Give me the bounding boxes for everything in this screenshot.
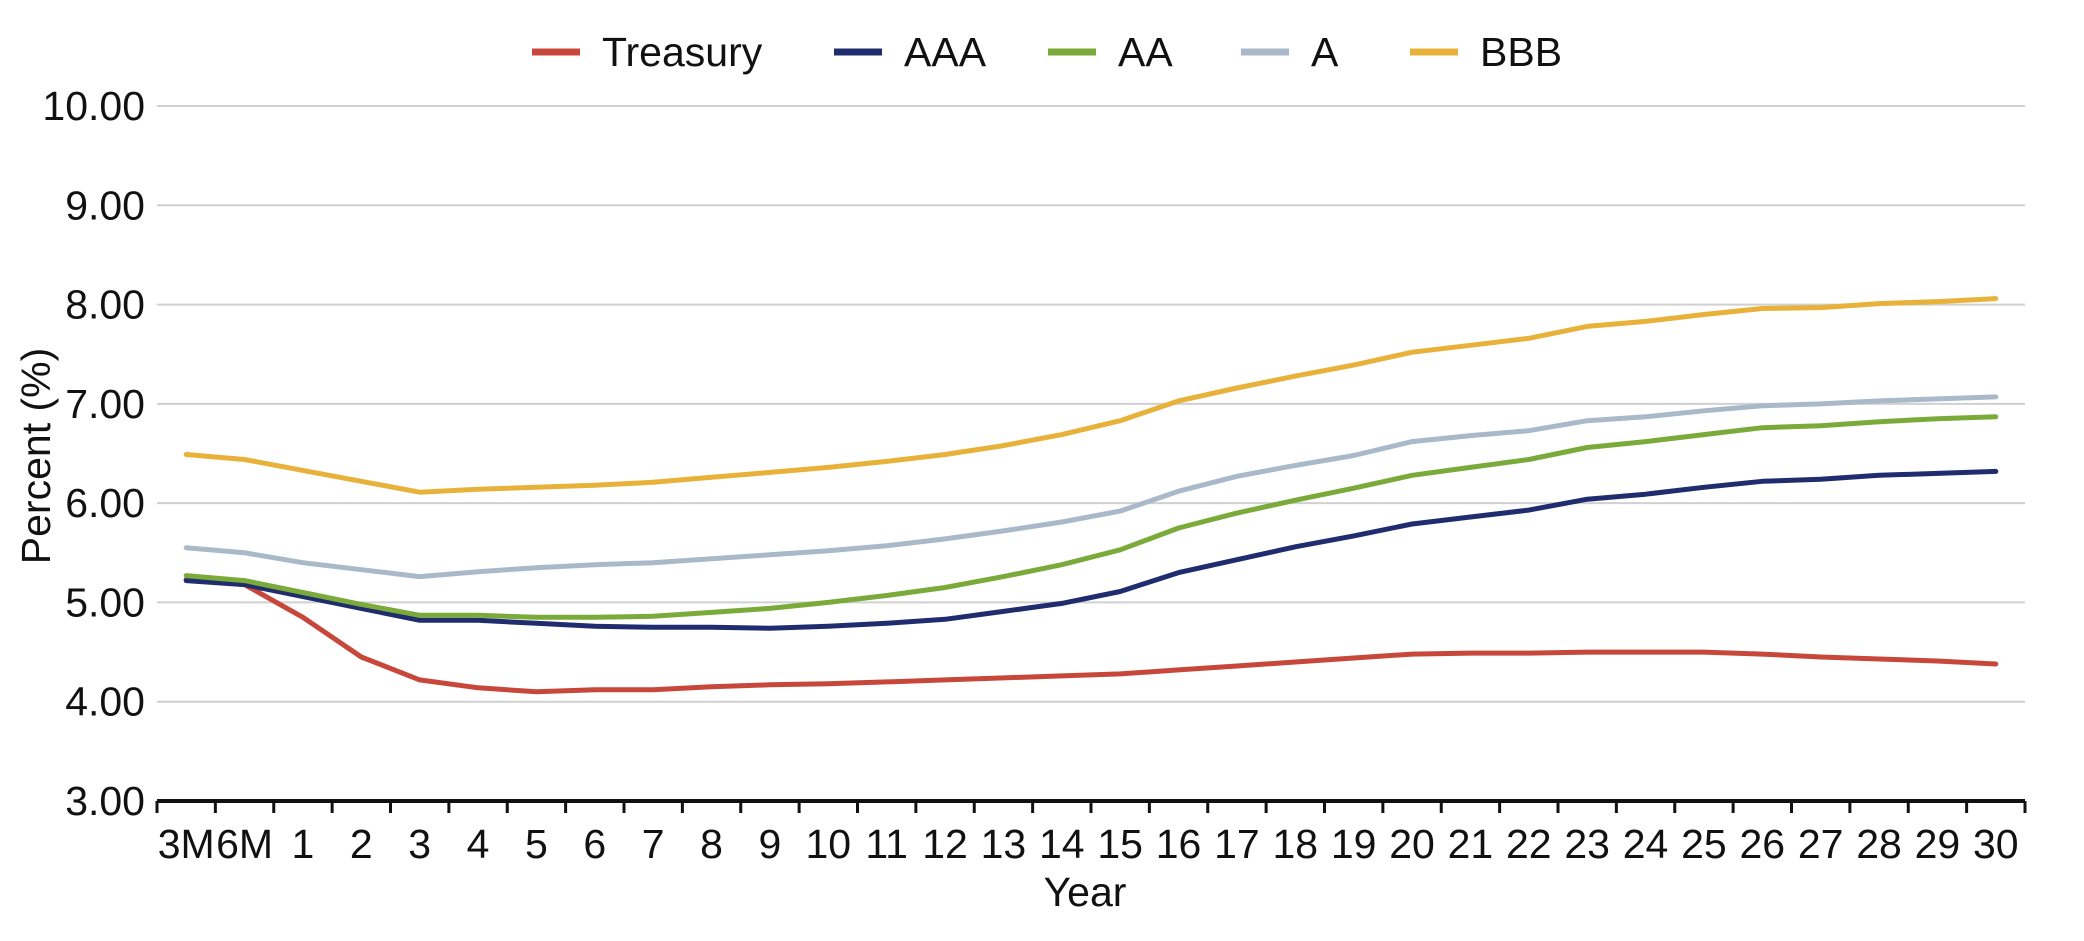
- x-tick-label: 27: [1798, 821, 1844, 867]
- y-tick-label: 5.00: [65, 579, 145, 625]
- x-tick-label: 4: [467, 821, 490, 867]
- x-tick-label: 14: [1039, 821, 1085, 867]
- series-line-treasury: [183, 577, 1999, 695]
- x-tick-label: 28: [1856, 821, 1902, 867]
- x-tick-label: 18: [1273, 821, 1319, 867]
- x-tick-label: 23: [1564, 821, 1610, 867]
- x-tick-label: 19: [1331, 821, 1377, 867]
- x-tick-label: 12: [922, 821, 968, 867]
- x-tick-label: 2: [350, 821, 373, 867]
- x-tick-label: 3M: [158, 821, 215, 867]
- legend: Treasury AAA AA A BBB: [532, 29, 1562, 75]
- x-tick-label: 25: [1681, 821, 1727, 867]
- x-tick-label: 11: [865, 821, 908, 867]
- x-tick-label: 29: [1915, 821, 1961, 867]
- legend-label: AAA: [904, 29, 987, 75]
- x-axis: [155, 799, 2027, 813]
- legend-label: A: [1311, 29, 1339, 75]
- y-tick-label: 9.00: [65, 182, 145, 228]
- x-tick-label: 15: [1097, 821, 1143, 867]
- series-line-bbb: [183, 296, 1999, 495]
- x-tick-label: 21: [1448, 821, 1494, 867]
- x-tick-label: 24: [1623, 821, 1669, 867]
- x-tick-label: 10: [806, 821, 852, 867]
- x-tick-label: 17: [1214, 821, 1260, 867]
- x-tick-label: 7: [642, 821, 665, 867]
- x-tick-label: 30: [1973, 821, 2019, 867]
- x-tick-label: 8: [700, 821, 723, 867]
- y-tick-label: 10.00: [42, 83, 145, 129]
- x-tick-label: 6: [583, 821, 606, 867]
- y-axis-title: Percent (%): [13, 348, 59, 564]
- gridlines: [157, 105, 2025, 703]
- y-axis-tick-labels: 3.00 4.00 5.00 6.00 7.00 8.00 9.00 10.00: [42, 83, 145, 824]
- legend-label: Treasury: [602, 29, 763, 75]
- x-tick-label: 1: [292, 821, 315, 867]
- y-tick-label: 8.00: [65, 282, 145, 328]
- y-tick-label: 6.00: [65, 480, 145, 526]
- series-lines: [183, 296, 1999, 695]
- x-tick-label: 20: [1389, 821, 1435, 867]
- x-tick-label: 5: [525, 821, 548, 867]
- legend-label: BBB: [1480, 29, 1562, 75]
- x-axis-title: Year: [1044, 869, 1127, 915]
- x-axis-tick-labels: 3M 6M 1 2 3 4 5 6 7 8 9 10 11 12 13 14 15 16 17 18 19 20 21 22 2…: [158, 821, 2019, 867]
- y-tick-label: 3.00: [65, 778, 145, 824]
- series-line-a: [183, 394, 1999, 580]
- series-line-aaa: [183, 468, 1999, 631]
- legend-label: AA: [1118, 29, 1173, 75]
- y-tick-label: 4.00: [65, 679, 145, 725]
- x-tick-label: 9: [759, 821, 782, 867]
- series-line-aa: [183, 414, 1999, 620]
- x-tick-label: 13: [981, 821, 1027, 867]
- x-tick-label: 22: [1506, 821, 1552, 867]
- x-tick-label: 16: [1156, 821, 1202, 867]
- x-tick-label: 26: [1740, 821, 1786, 867]
- x-tick-label: 6M: [216, 821, 273, 867]
- y-tick-label: 7.00: [65, 381, 145, 427]
- x-tick-label: 3: [408, 821, 431, 867]
